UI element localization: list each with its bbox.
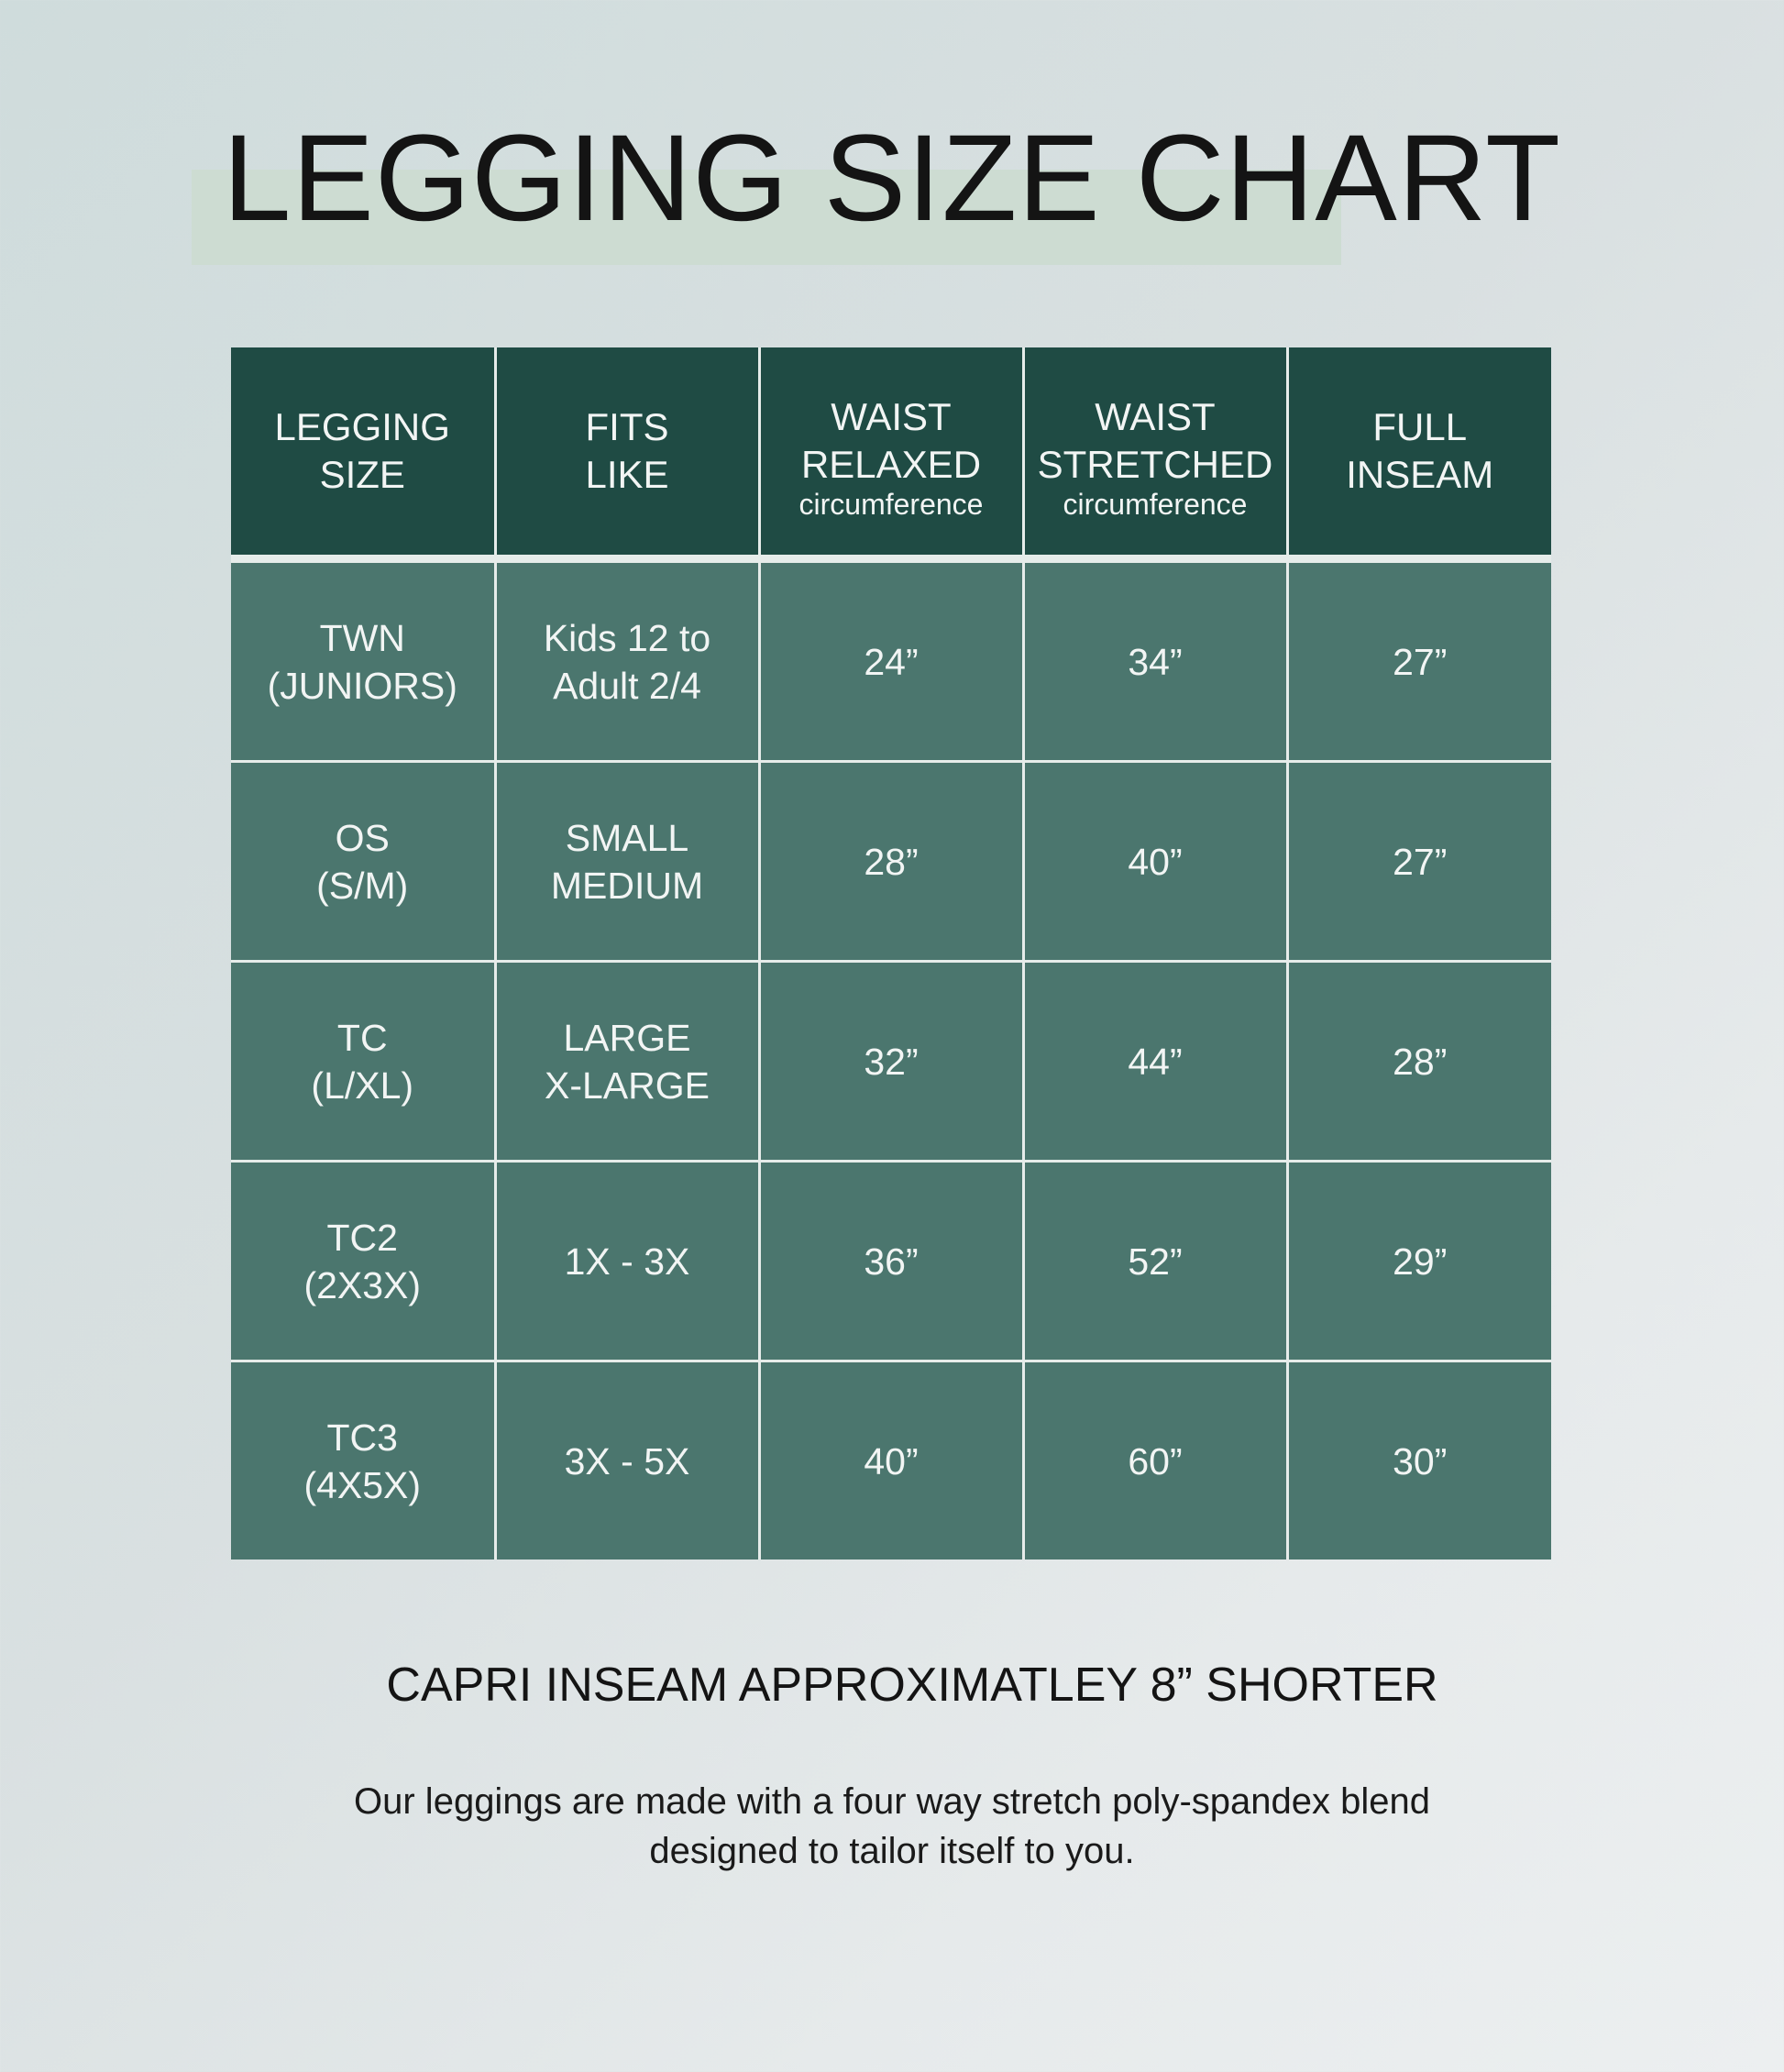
cell-waist-relaxed: 36” [757,1160,1025,1362]
cell-waist-relaxed: 32” [757,960,1025,1163]
cell-line: Adult 2/4 [553,664,701,707]
cell-size: TWN (JUNIORS) [231,557,497,763]
header-line: RELAXED [800,443,982,486]
cell-full-inseam: 29” [1285,1160,1551,1362]
cell-line: (S/M) [316,864,409,907]
cell-line: X-LARGE [545,1064,710,1107]
table-row: TWN (JUNIORS) Kids 12 to Adult 2/4 24” 34” 27” [231,557,1551,763]
header-fits-like: FITS LIKE [493,347,761,560]
cell-line: Kids 12 to [543,616,711,659]
cell-waist-relaxed: 24” [757,557,1025,763]
header-waist-stretched: WAIST STRETCHED circumference [1021,347,1289,560]
cell-fits-like: SMALL MEDIUM [493,760,761,963]
header-line: STRETCHED [1037,443,1273,486]
description: Our leggings are made with a four way st… [0,1777,1784,1876]
cell-waist-stretched: 52” [1021,1160,1289,1362]
cell-waist-stretched: 34” [1021,557,1289,763]
header-sub: circumference [798,488,984,521]
cell-line: (L/XL) [311,1064,414,1107]
header-full-inseam: FULL INSEAM [1285,347,1551,560]
cell-full-inseam: 27” [1285,760,1551,963]
cell-size: TC3 (4X5X) [231,1360,497,1560]
header-line: WAIST [831,395,952,438]
table-row: OS (S/M) SMALL MEDIUM 28” 40” 27” [231,760,1551,963]
cell-fits-like: 1X - 3X [493,1160,761,1362]
cell-full-inseam: 28” [1285,960,1551,1163]
header-legging-size: LEGGING SIZE [231,347,497,560]
cell-waist-stretched: 40” [1021,760,1289,963]
cell-waist-relaxed: 28” [757,760,1025,963]
header-line: FITS [585,405,669,448]
cell-line: 3X - 5X [564,1439,690,1482]
cell-line: TC3 [326,1416,398,1459]
cell-fits-like: LARGE X-LARGE [493,960,761,1163]
cell-full-inseam: 30” [1285,1360,1551,1560]
cell-line: SMALL [565,816,689,859]
title-highlight [192,170,1341,265]
cell-line: TC [336,1016,388,1059]
cell-line: MEDIUM [550,864,704,907]
cell-line: TC2 [326,1216,398,1259]
size-table: LEGGING SIZE FITS LIKE WAIST RELAXED circumf… [231,347,1551,1560]
cell-line: (JUNIORS) [267,664,457,707]
cell-line: (4X5X) [303,1463,422,1506]
cell-size: OS (S/M) [231,760,497,963]
header-sub: circumference [1063,488,1248,521]
cell-waist-relaxed: 40” [757,1360,1025,1560]
header-row: LEGGING SIZE FITS LIKE WAIST RELAXED circumf… [231,347,1551,560]
cell-line: 1X - 3X [564,1240,690,1283]
table-row: TC3 (4X5X) 3X - 5X 40” 60” 30” [231,1360,1551,1560]
page-title: LEGGING SIZE CHART [222,110,1561,247]
header-waist-relaxed: WAIST RELAXED circumference [757,347,1025,560]
description-line: Our leggings are made with a four way st… [354,1781,1430,1822]
header-line: SIZE [319,453,405,496]
cell-line: TWN [319,616,405,659]
cell-fits-like: 3X - 5X [493,1360,761,1560]
table-row: TC (L/XL) LARGE X-LARGE 32” 44” 28” [231,960,1551,1163]
cell-fits-like: Kids 12 to Adult 2/4 [493,557,761,763]
cell-waist-stretched: 44” [1021,960,1289,1163]
cell-line: OS [335,816,390,859]
cell-size: TC2 (2X3X) [231,1160,497,1362]
cell-size: TC (L/XL) [231,960,497,1163]
cell-line: (2X3X) [303,1263,422,1306]
capri-note: CAPRI INSEAM APPROXIMATLEY 8” SHORTER [386,1659,1438,1712]
cell-full-inseam: 27” [1285,557,1551,763]
description-line: designed to tailor itself to you. [649,1831,1135,1871]
header-line: WAIST [1095,395,1216,438]
header-line: FULL [1372,405,1468,448]
header-line: INSEAM [1346,453,1494,496]
header-line: LEGGING [274,405,450,448]
cell-line: LARGE [563,1016,691,1059]
cell-waist-stretched: 60” [1021,1360,1289,1560]
table-row: TC2 (2X3X) 1X - 3X 36” 52” 29” [231,1160,1551,1362]
header-line: LIKE [585,453,669,496]
